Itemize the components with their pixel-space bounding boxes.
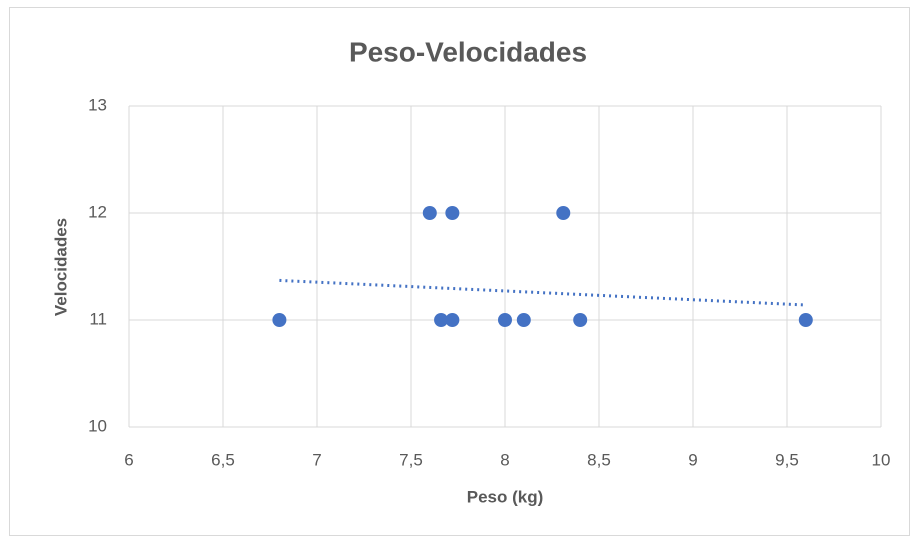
scatter-point (445, 206, 460, 220)
x-tick-label: 9,5 (775, 450, 799, 469)
scatter-point (798, 313, 813, 327)
x-tick-label: 6 (124, 450, 133, 469)
x-tick-label: 10 (872, 450, 891, 469)
scatter-point (498, 313, 512, 327)
x-tick-label: 8 (500, 450, 509, 469)
scatter-point (272, 313, 287, 327)
scatter-point (422, 206, 437, 220)
x-axis-label: Peso (kg) (467, 487, 544, 506)
x-tick-label: 8,5 (587, 450, 611, 469)
scatter-point (516, 313, 531, 327)
scatter-point (434, 313, 449, 327)
y-tick-label: 13 (88, 95, 107, 114)
x-tick-label: 7,5 (399, 450, 423, 469)
scatter-point (573, 313, 588, 327)
scatter-point (556, 206, 571, 220)
y-axis-label: Velocidades (51, 218, 70, 316)
x-tick-label: 7 (312, 450, 321, 469)
chart-title: Peso-Velocidades (349, 36, 587, 67)
x-tick-label: 9 (688, 450, 697, 469)
scatter-point (445, 313, 460, 327)
y-tick-label: 11 (89, 309, 107, 328)
chart-border (9, 7, 910, 536)
x-tick-label: 6,5 (211, 450, 235, 469)
y-tick-label: 10 (88, 416, 107, 435)
y-tick-label: 12 (88, 202, 107, 221)
trendline (279, 278, 806, 307)
